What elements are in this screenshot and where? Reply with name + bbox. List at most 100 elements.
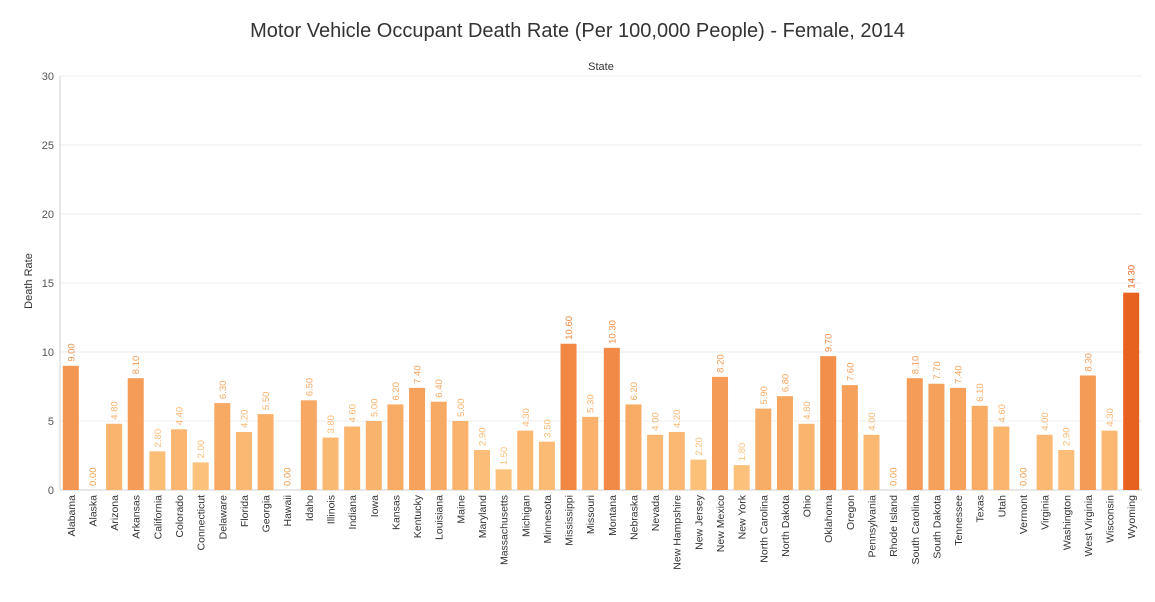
- bar: [560, 343, 577, 490]
- bar: [950, 387, 967, 490]
- value-label: 5.00: [369, 399, 380, 418]
- value-label: 8.10: [910, 356, 921, 375]
- value-label: 5.30: [586, 394, 597, 413]
- value-label: 0.00: [88, 468, 99, 487]
- y-axis-ticks: 0 5 10 15 20 25 30: [42, 71, 54, 497]
- value-label: 2.20: [694, 437, 705, 456]
- category-label: Virginia: [1040, 495, 1052, 530]
- value-label: 5.90: [759, 386, 770, 405]
- bar: [798, 423, 815, 490]
- bar: [690, 459, 707, 490]
- value-label: 4.20: [672, 410, 683, 429]
- category-label: New Mexico: [715, 495, 727, 552]
- x-axis-title: State: [588, 61, 614, 73]
- category-label: Louisiana: [434, 495, 446, 540]
- value-label: 10.30: [607, 320, 618, 344]
- category-label: Utah: [996, 495, 1008, 517]
- value-label: 3.50: [542, 419, 553, 438]
- category-label: Arizona: [109, 495, 121, 531]
- bar: [344, 426, 361, 490]
- category-label: Washington: [1061, 495, 1073, 550]
- bar: [409, 387, 426, 490]
- bar: [712, 376, 729, 490]
- bar: [214, 403, 231, 490]
- value-label: 6.10: [975, 383, 986, 402]
- y-tick-label: 30: [42, 71, 54, 83]
- category-label: Wisconsin: [1105, 495, 1117, 543]
- value-label: 6.50: [304, 378, 315, 397]
- value-label: 14.30: [1127, 265, 1138, 289]
- category-label: Connecticut: [196, 495, 208, 551]
- value-label: 1.50: [499, 447, 510, 466]
- bar: [1079, 375, 1096, 490]
- category-label: Colorado: [174, 495, 186, 538]
- category-label: Montana: [607, 495, 619, 536]
- y-tick-label: 20: [42, 209, 54, 221]
- category-label: Iowa: [369, 495, 381, 517]
- category-label: Minnesota: [542, 495, 554, 544]
- category-label: Idaho: [304, 495, 316, 521]
- category-label: South Carolina: [910, 495, 922, 565]
- category-label: Texas: [975, 495, 987, 522]
- category-label: North Dakota: [780, 495, 792, 557]
- category-label: Ohio: [802, 495, 814, 517]
- bar: [387, 404, 404, 490]
- value-labels: 9.00 0.00 4.80 8.10 2.80 4.40 2.00 6.30 4.20 5.50…: [66, 265, 1137, 486]
- value-label: 2.00: [196, 440, 207, 459]
- bar: [106, 423, 123, 490]
- value-label: 8.20: [716, 354, 727, 373]
- value-label: 4.80: [802, 401, 813, 420]
- category-label: Hawaii: [282, 495, 294, 527]
- bar: [1036, 434, 1053, 490]
- bar: [495, 469, 512, 490]
- bar: [171, 429, 188, 490]
- value-label: 4.00: [867, 412, 878, 431]
- category-label: Kansas: [390, 495, 402, 530]
- category-label: Alabama: [66, 495, 78, 537]
- value-label: 6.30: [218, 381, 229, 400]
- value-label: 9.00: [66, 343, 77, 362]
- bar: [647, 434, 664, 490]
- bar: [928, 383, 945, 490]
- value-label: 6.80: [780, 374, 791, 393]
- category-label: New Jersey: [693, 494, 705, 550]
- category-label: Maryland: [477, 495, 489, 538]
- y-tick-label: 5: [48, 416, 54, 428]
- bar: [149, 451, 166, 490]
- category-label: Kentucky: [412, 494, 424, 538]
- category-label: Rhode Island: [888, 495, 900, 557]
- bar: [863, 434, 880, 490]
- value-label: 8.30: [1083, 353, 1094, 372]
- category-label: North Carolina: [758, 495, 770, 563]
- value-label: 0.00: [889, 468, 900, 487]
- value-label: 4.30: [1105, 408, 1116, 427]
- bar: [776, 396, 793, 490]
- category-label: Vermont: [1018, 495, 1030, 534]
- bar: [62, 365, 79, 490]
- category-label: Alaska: [87, 495, 99, 527]
- value-label: 2.90: [1062, 427, 1073, 446]
- category-label: Mississippi: [564, 495, 576, 546]
- bar: [300, 400, 317, 490]
- value-label: 2.80: [153, 429, 164, 448]
- category-label: Georgia: [261, 495, 273, 533]
- bar: [1123, 292, 1140, 490]
- category-label: Tennessee: [953, 495, 965, 546]
- value-label: 0.00: [1018, 468, 1029, 487]
- category-labels: Alabama Alaska Arizona Arkansas California Co…: [66, 494, 1138, 569]
- bar: [538, 441, 555, 490]
- bar: [365, 421, 382, 490]
- bar: [755, 408, 772, 490]
- value-label: 4.40: [175, 407, 186, 426]
- value-label: 7.40: [954, 365, 965, 384]
- bar: [820, 356, 837, 490]
- category-label: Missouri: [585, 495, 597, 534]
- value-label: 8.10: [131, 356, 142, 375]
- value-label: 7.40: [413, 365, 424, 384]
- bar: [1058, 449, 1075, 490]
- bar: [517, 430, 534, 490]
- value-label: 9.70: [824, 334, 835, 353]
- y-tick-label: 25: [42, 140, 54, 152]
- y-tick-label: 15: [42, 278, 54, 290]
